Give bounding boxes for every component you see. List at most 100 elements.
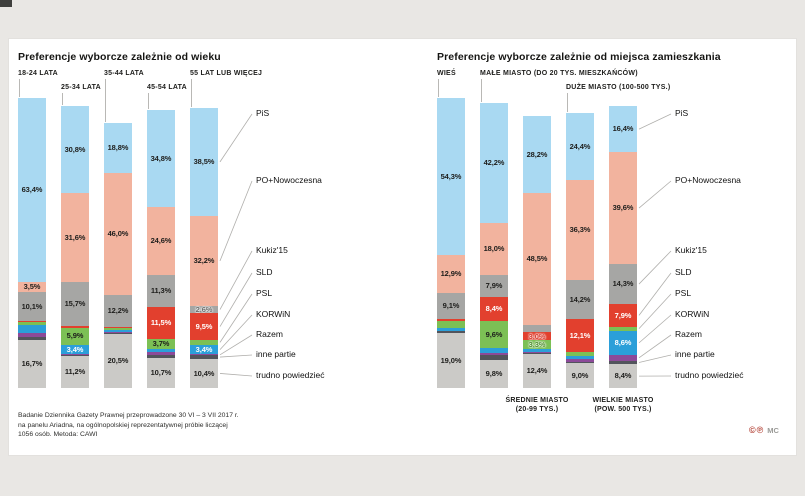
chart-by-age: 18-24 LATA 25-34 LATA 35-44 LATA 45-54 LATA… — [18, 66, 378, 402]
category-tick — [19, 79, 20, 97]
segment-label: 32,2% — [193, 256, 215, 266]
bar-segment-pis — [104, 123, 132, 173]
segment-label: 28,2% — [526, 149, 548, 159]
bar-segment-psl — [104, 328, 132, 330]
legend-item-sld: SLD — [256, 267, 273, 277]
methodology-line: Badanie Dziennika Gazety Prawnej przepro… — [18, 412, 239, 419]
segment-label: 38,5% — [193, 157, 215, 167]
segment-label: 10,4% — [193, 368, 215, 378]
bar-segment-sld — [480, 297, 508, 322]
bar-segment-kukiz — [190, 305, 218, 314]
bar-segment-psl — [609, 326, 637, 331]
methodology-line: na panelu Ariadna, na ogólnopolskiej rep… — [18, 421, 228, 429]
segment-label: 3,5% — [23, 282, 41, 292]
segment-label: 31,6% — [64, 232, 86, 242]
panel-title-age: Preferencje wyborcze zależnie od wieku — [18, 51, 221, 63]
bar-segment-inne — [147, 354, 175, 359]
category-label: 18-24 LATA — [18, 70, 58, 77]
segment-label: 9,0% — [571, 370, 589, 380]
bar-segment-sld — [104, 327, 132, 329]
bar-segment-psl — [18, 322, 46, 326]
bar-segment-psl — [437, 321, 465, 329]
category-tick — [438, 79, 439, 97]
bar-segment-razem — [61, 354, 89, 356]
bar-segment-kukiz — [437, 292, 465, 320]
bar-segment-kukiz — [147, 275, 175, 307]
bar-segment-korwin — [523, 349, 551, 352]
legend-item-korwin: KORWiN — [256, 309, 291, 319]
category-tick — [148, 93, 149, 109]
bar-segment-po — [61, 192, 89, 282]
legend-item-kukiz: Kukiz'15 — [256, 245, 288, 255]
segment-label: 9,6% — [485, 329, 503, 339]
category-label: WIELKIE MIASTO (POW. 500 TYS.) — [573, 396, 673, 414]
category-tick — [62, 93, 63, 105]
bar-segment-razem — [147, 352, 175, 355]
bar-segment-psl — [147, 338, 175, 349]
bar-segment-razem — [437, 330, 465, 332]
legend-item-pis: PiS — [256, 108, 270, 118]
category-label: ŚREDNIE MIASTO (20-99 TYS.) — [487, 396, 587, 414]
segment-label: 14,2% — [569, 294, 591, 304]
segment-label: 16,4% — [612, 124, 634, 134]
legend-item-inne: inne partie — [256, 349, 296, 359]
bar-segment-po — [480, 223, 508, 275]
segment-label: 12,1% — [569, 330, 591, 340]
bar-segment-trudno — [566, 363, 594, 388]
bar-segment-pis — [437, 98, 465, 256]
bar-segment-kukiz — [61, 281, 89, 327]
bar-segment-pis — [147, 110, 175, 207]
bar-segment-psl — [480, 321, 508, 349]
segment-label: 18,8% — [107, 143, 129, 153]
category-tick — [191, 79, 192, 107]
segment-label: 54,3% — [440, 171, 462, 181]
bar-segment-trudno — [480, 360, 508, 388]
bar-segment-pis — [609, 106, 637, 153]
legend-item-korwin: KORWiN — [675, 309, 710, 319]
bar-segment-psl — [566, 352, 594, 357]
category-label-line: WIELKIE MIASTO — [592, 397, 654, 404]
bar-segment-korwin — [437, 328, 465, 331]
bar-segment-trudno — [190, 358, 218, 388]
segment-label: 9,5% — [195, 321, 213, 331]
segment-label: 24,6% — [150, 236, 172, 246]
bar-segment-sld — [609, 304, 637, 327]
bar-segment-korwin — [104, 329, 132, 332]
segment-label: 7,9% — [614, 310, 632, 320]
category-label: DUŻE MIASTO (100-500 TYS.) — [566, 84, 671, 91]
bar-segment-razem — [18, 333, 46, 337]
category-label-line: ŚREDNIE MIASTO — [505, 397, 569, 404]
bar-segment-kukiz — [104, 294, 132, 328]
segment-label: 8,4% — [485, 304, 503, 314]
segment-label: 11,5% — [150, 317, 172, 327]
bar-segment-inne — [480, 354, 508, 361]
legend-item-po: PO+Nowoczesna — [675, 175, 741, 185]
bar-segment-po — [190, 215, 218, 306]
category-label: MAŁE MIASTO (DO 20 TYS. MIESZKAŃCÓW) — [480, 70, 638, 77]
bar-segment-po — [437, 255, 465, 293]
bar-segment-pis — [523, 116, 551, 193]
legend-item-psl: PSL — [256, 288, 273, 298]
bar-segment-kukiz — [523, 324, 551, 333]
panel-title-residence: Preferencje wyborcze zależnie od miejsca… — [437, 51, 721, 63]
category-label-line: (20-99 TYS.) — [515, 406, 559, 413]
bar-segment-razem — [190, 354, 218, 356]
segment-label: 20,5% — [107, 356, 129, 366]
bar-segment-trudno — [147, 358, 175, 388]
bar-segment-pis — [18, 98, 46, 282]
segment-label: 36,3% — [569, 225, 591, 235]
bar-segment-inne — [104, 332, 132, 334]
bar-segment-trudno — [609, 364, 637, 388]
segment-label: 7,9% — [485, 281, 503, 291]
bar-segment-inne — [61, 355, 89, 357]
segment-label: 24,4% — [569, 141, 591, 151]
segment-label: 11,2% — [64, 367, 86, 377]
bar-segment-korwin — [18, 325, 46, 334]
bar-segment-korwin — [480, 348, 508, 353]
segment-label: 9,8% — [485, 369, 503, 379]
bar-segment-razem — [104, 331, 132, 333]
category-tick — [567, 93, 568, 112]
legend-item-sld: SLD — [675, 267, 692, 277]
corner-mark — [0, 0, 12, 7]
